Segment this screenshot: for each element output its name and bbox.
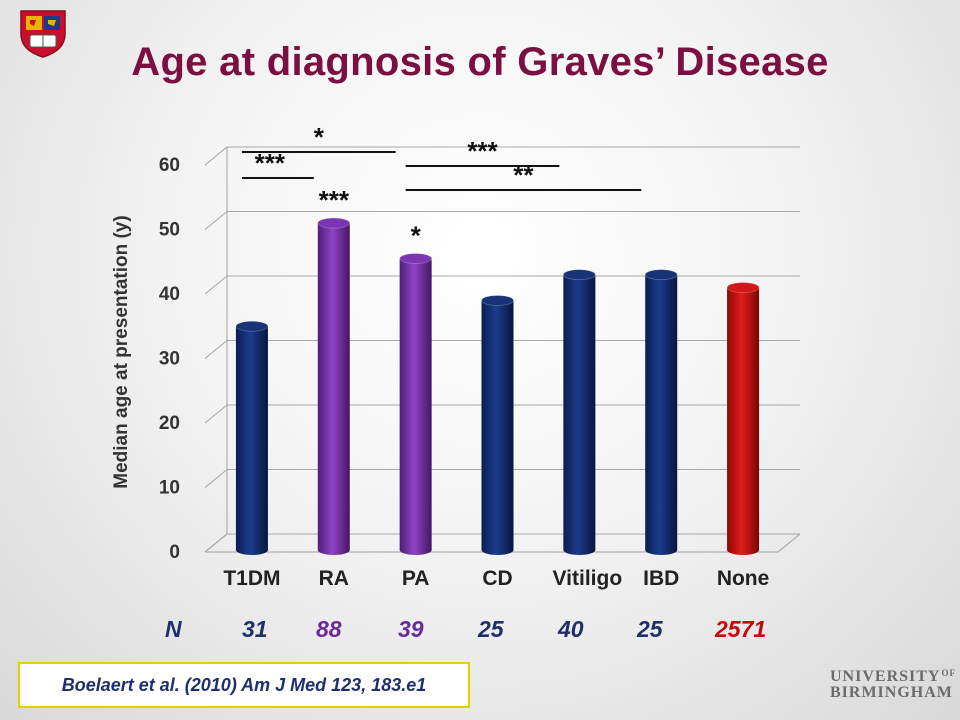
x-tick-label: CD: [482, 567, 512, 590]
n-value-pa: 39: [398, 616, 424, 642]
gridline: [204, 339, 800, 359]
bar-cap: [481, 295, 514, 306]
n-row-label: N: [165, 616, 182, 642]
bar-cap: [726, 282, 760, 293]
x-tick-label: PA: [402, 567, 430, 590]
bar-ibd: [644, 269, 678, 555]
y-tick-label: 0: [169, 542, 180, 563]
bar-body: [399, 258, 432, 555]
bar-pa: [399, 253, 433, 555]
x-tick-label: RA: [319, 567, 349, 590]
n-value-cd: 25: [478, 616, 504, 642]
bar-cap: [317, 217, 351, 229]
x-tick-label: None: [717, 567, 770, 590]
bar-cap: [644, 269, 678, 281]
y-tick-label: 20: [159, 413, 180, 434]
university-logo: UNIVERSITYOF BIRMINGHAM: [830, 668, 956, 702]
bar-t1dm: [235, 320, 269, 555]
bar-ra: [317, 217, 351, 556]
bar-body: [235, 326, 268, 555]
gridline: [204, 468, 800, 488]
axis-floor: [205, 533, 801, 553]
bar-body: [645, 274, 678, 555]
bracket-label: **: [513, 160, 534, 190]
page-title: Age at diagnosis of Graves’ Disease: [131, 40, 829, 84]
bar-body: [563, 274, 596, 555]
bracket-label: ***: [467, 136, 498, 166]
y-tick-label: 60: [159, 155, 180, 176]
bar-body: [481, 300, 514, 555]
university-crest-icon: [20, 10, 66, 58]
y-axis-label: Median age at presentation (y): [111, 215, 132, 489]
bar-cap: [399, 253, 433, 264]
bar-annotation: *: [411, 221, 422, 251]
gridline: [204, 146, 800, 166]
citation-box: Boelaert et al. (2010) Am J Med 123, 183…: [18, 662, 470, 708]
logo-line1-small: OF: [941, 668, 956, 678]
logo-line1: UNIVERSITY: [830, 668, 941, 685]
bar-cap: [235, 320, 269, 332]
x-tick-label: Vitiligo: [553, 567, 623, 590]
n-value-t1dm: 31: [242, 616, 268, 642]
bar-body: [727, 287, 760, 555]
x-tick-label: T1DM: [223, 567, 280, 590]
y-tick-label: 30: [159, 349, 180, 370]
bar-cap: [562, 269, 596, 281]
bar-annotation: ***: [319, 185, 350, 215]
bar-vitiligo: [562, 269, 596, 555]
n-value-none: 2571: [715, 616, 767, 642]
n-value-ibd: 25: [637, 616, 663, 642]
bracket-label: ***: [255, 148, 286, 178]
gridline: [204, 533, 800, 553]
n-value-ra: 88: [316, 616, 342, 642]
gridline: [204, 275, 800, 295]
x-tick-label: IBD: [643, 567, 679, 590]
bar-body: [317, 223, 350, 556]
bar-cd: [481, 295, 514, 555]
gridline: [204, 210, 800, 230]
gridline: [204, 404, 800, 424]
y-tick-label: 50: [159, 220, 180, 241]
bracket-label: *: [314, 122, 325, 152]
y-tick-label: 40: [159, 284, 180, 305]
logo-line2: BIRMINGHAM: [830, 684, 953, 701]
bar-none: [726, 282, 760, 555]
y-tick-label: 10: [159, 478, 180, 499]
n-value-vitiligo: 40: [558, 616, 584, 642]
citation-text: Boelaert et al. (2010) Am J Med 123, 183…: [61, 674, 427, 695]
